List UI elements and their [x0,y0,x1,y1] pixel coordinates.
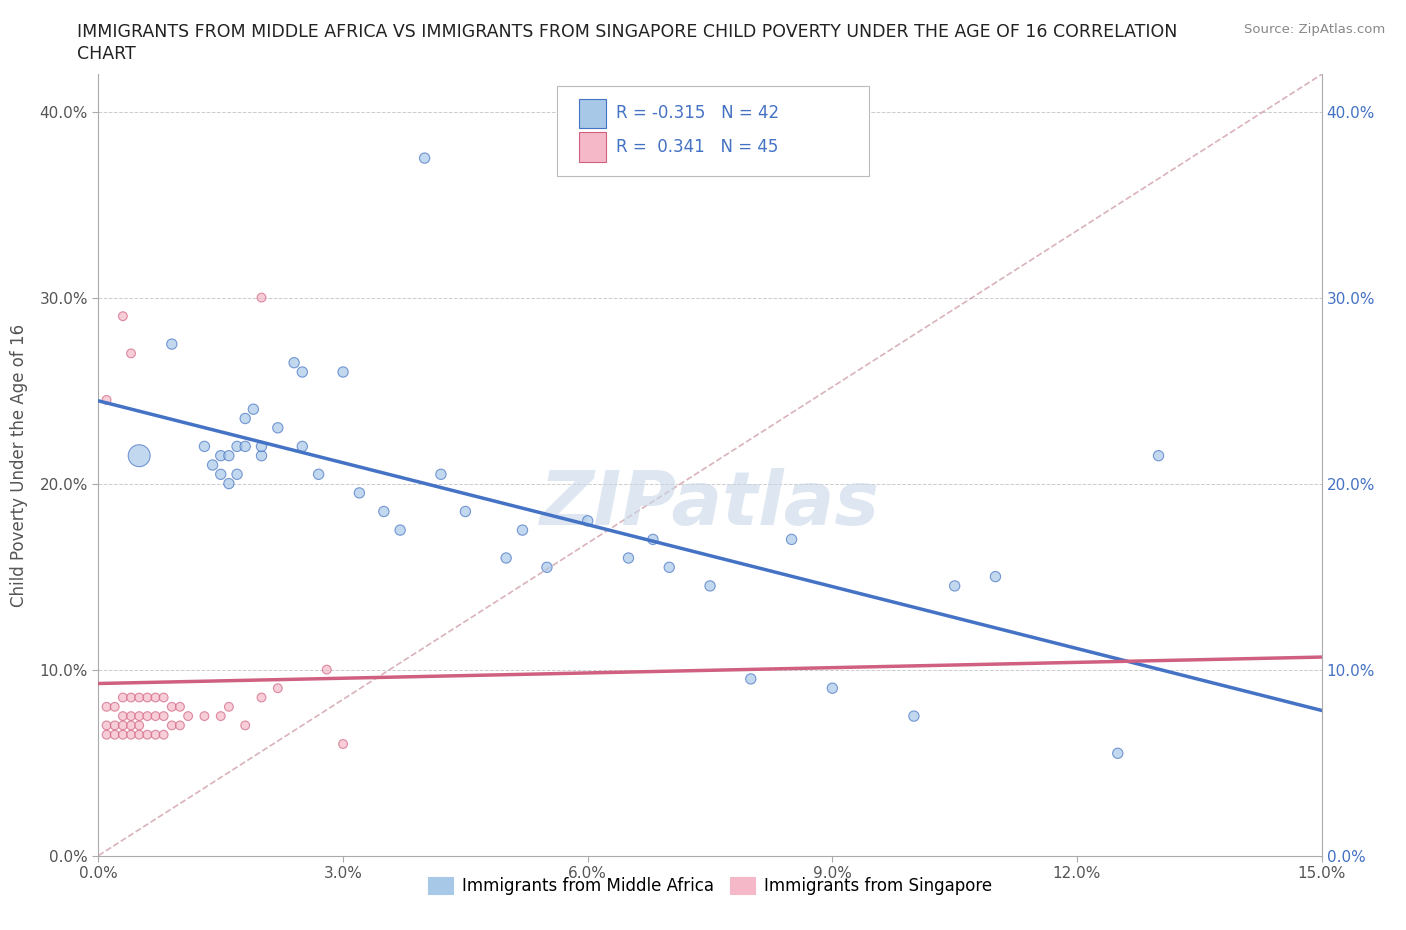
Point [617,551,640,565]
Point [193,709,215,724]
Text: R =  0.341   N = 45: R = 0.341 N = 45 [616,138,778,156]
Point [128,448,150,463]
Point [699,578,721,593]
Point [145,727,167,742]
Point [111,690,134,705]
Point [413,151,436,166]
Point [740,671,762,686]
Point [641,532,664,547]
Point [576,513,599,528]
Point [128,709,150,724]
Point [454,504,477,519]
Point [373,504,395,519]
Y-axis label: Child Poverty Under the Age of 16: Child Poverty Under the Age of 16 [10,324,28,606]
Point [430,467,453,482]
Point [1107,746,1129,761]
Point [512,523,534,538]
Point [152,690,174,705]
Point [120,727,142,742]
Point [218,448,240,463]
Point [308,467,330,482]
Point [145,690,167,705]
Point [136,727,159,742]
Point [943,578,966,593]
Point [120,346,142,361]
Point [160,718,183,733]
Point [193,439,215,454]
Point [152,709,174,724]
Point [96,699,118,714]
Point [111,309,134,324]
Point [160,337,183,352]
Point [389,523,412,538]
Point [536,560,558,575]
Point [128,690,150,705]
Text: R = -0.315   N = 42: R = -0.315 N = 42 [616,104,779,123]
Point [96,392,118,407]
Point [120,690,142,705]
Point [111,727,134,742]
Point [96,718,118,733]
Point [226,467,249,482]
Point [233,411,256,426]
Point [332,365,354,379]
Point [120,718,142,733]
Point [267,420,290,435]
Point [349,485,371,500]
Point [233,439,256,454]
Point [209,709,232,724]
Text: Source: ZipAtlas.com: Source: ZipAtlas.com [1244,23,1385,36]
Point [169,699,191,714]
Point [104,718,127,733]
Point [250,439,273,454]
Point [136,709,159,724]
Point [226,439,249,454]
FancyBboxPatch shape [579,132,606,162]
Point [136,690,159,705]
Point [283,355,305,370]
Point [250,290,273,305]
Text: ZIPatlas: ZIPatlas [540,468,880,540]
Point [658,560,681,575]
Point [903,709,925,724]
Point [821,681,844,696]
Text: IMMIGRANTS FROM MIDDLE AFRICA VS IMMIGRANTS FROM SINGAPORE CHILD POVERTY UNDER T: IMMIGRANTS FROM MIDDLE AFRICA VS IMMIGRA… [77,23,1178,41]
Point [250,690,273,705]
Point [111,709,134,724]
Point [984,569,1007,584]
Point [152,727,174,742]
Point [177,709,200,724]
FancyBboxPatch shape [579,99,606,128]
Point [291,439,314,454]
Legend: Immigrants from Middle Africa, Immigrants from Singapore: Immigrants from Middle Africa, Immigrant… [422,870,998,902]
Point [201,458,224,472]
Text: CHART: CHART [77,45,136,62]
FancyBboxPatch shape [557,86,869,176]
Point [315,662,337,677]
Point [209,467,232,482]
Point [111,718,134,733]
Point [145,709,167,724]
Point [104,727,127,742]
Point [495,551,517,565]
Point [242,402,264,417]
Point [780,532,803,547]
Point [128,718,150,733]
Point [209,448,232,463]
Point [1147,448,1170,463]
Point [291,365,314,379]
Point [218,699,240,714]
Point [233,718,256,733]
Point [250,448,273,463]
Point [267,681,290,696]
Point [120,709,142,724]
Point [104,699,127,714]
Point [169,718,191,733]
Point [160,699,183,714]
Point [96,727,118,742]
Point [218,476,240,491]
Point [128,727,150,742]
Point [332,737,354,751]
